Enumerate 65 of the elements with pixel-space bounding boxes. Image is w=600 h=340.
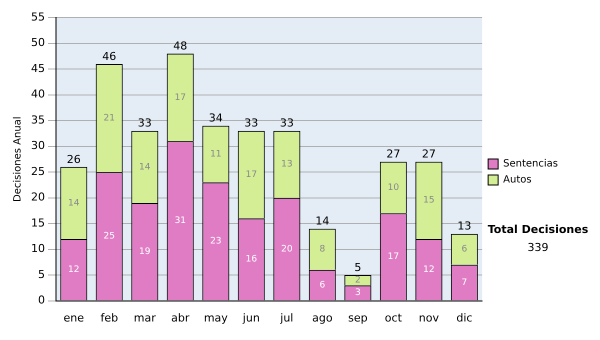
total-label: 33 xyxy=(138,116,152,130)
x-tick-label: jul xyxy=(279,311,294,324)
total-label: 13 xyxy=(457,220,472,233)
data-label: 17 xyxy=(174,92,186,103)
data-label: 2 xyxy=(354,276,361,286)
data-label: 10 xyxy=(388,182,400,193)
y-tick-label: 20 xyxy=(30,190,45,204)
data-label: 20 xyxy=(281,244,293,254)
y-tick-label: 35 xyxy=(30,113,45,126)
data-label: 6 xyxy=(319,280,326,290)
data-label: 17 xyxy=(246,170,258,180)
x-tick-label: jun xyxy=(242,311,260,324)
x-tick-label: feb xyxy=(100,311,118,324)
total-label: 46 xyxy=(102,50,116,63)
y-tick-label: 40 xyxy=(30,88,45,101)
data-label: 14 xyxy=(139,162,151,172)
total-label: 33 xyxy=(244,116,258,130)
text: 339 xyxy=(528,240,548,254)
y-tick-label: 25 xyxy=(30,164,45,178)
y-tick-label: 5 xyxy=(38,268,45,281)
x-tick-label: sep xyxy=(348,311,368,324)
total-label: 34 xyxy=(208,112,223,125)
y-tick-label: 30 xyxy=(30,139,45,152)
data-label: 12 xyxy=(68,265,80,275)
y-tick-label: 45 xyxy=(30,62,45,75)
data-label: 17 xyxy=(388,252,400,262)
data-label: 15 xyxy=(423,196,435,206)
total-label: 14 xyxy=(315,214,330,228)
legend-label: Sentencias xyxy=(503,158,558,170)
data-label: 8 xyxy=(319,244,326,255)
data-label: 25 xyxy=(104,232,115,242)
data-label: 23 xyxy=(210,236,222,247)
total-label: 27 xyxy=(422,148,436,161)
text: Total Decisiones xyxy=(488,222,589,236)
total-label: 33 xyxy=(280,116,294,130)
x-tick-label: dic xyxy=(456,311,472,324)
y-tick-label: 15 xyxy=(30,216,45,230)
x-tick-label: nov xyxy=(418,311,440,324)
y-tick-label: 50 xyxy=(30,36,45,50)
data-label: 21 xyxy=(104,113,115,124)
legend-label: Autos xyxy=(503,174,532,186)
data-label: 11 xyxy=(210,149,222,160)
total-label: 48 xyxy=(173,40,188,53)
x-tick-label: ago xyxy=(312,311,333,324)
data-label: 14 xyxy=(68,198,80,208)
data-label: 6 xyxy=(462,244,468,255)
data-label: 16 xyxy=(246,254,258,265)
y-tick-label: 10 xyxy=(30,242,45,256)
data-label: 7 xyxy=(462,278,468,288)
data-label: 31 xyxy=(174,216,186,226)
data-label: 13 xyxy=(281,160,293,170)
data-label: 12 xyxy=(423,265,435,275)
x-tick-label: may xyxy=(204,311,228,324)
y-tick-label: 55 xyxy=(30,10,45,24)
x-tick-label: abr xyxy=(171,311,190,324)
total-label: 27 xyxy=(386,148,400,161)
y-axis-title: Decisiones Anual xyxy=(12,116,24,202)
data-label: 3 xyxy=(354,288,361,298)
x-tick-label: oct xyxy=(384,311,403,324)
data-label: 19 xyxy=(139,246,151,257)
total-label: 5 xyxy=(354,260,362,274)
total-label: 26 xyxy=(66,152,81,166)
y-tick-label: 0 xyxy=(38,294,45,307)
x-tick-label: mar xyxy=(134,311,156,324)
x-tick-label: ene xyxy=(63,311,84,324)
